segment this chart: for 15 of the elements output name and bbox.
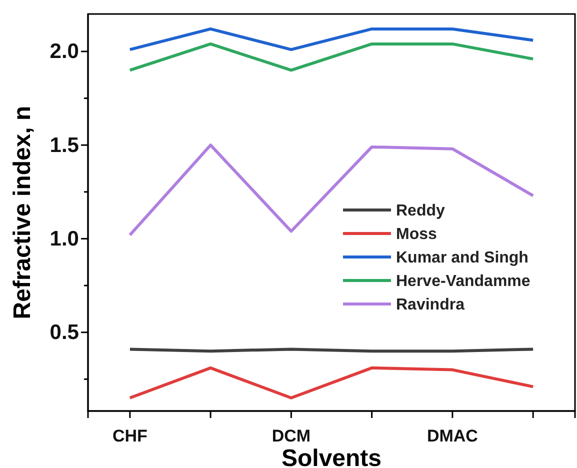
y-tick-label: 1.5 <box>50 134 80 157</box>
x-tick-label: DCM <box>272 426 311 446</box>
legend-label: Moss <box>396 226 437 244</box>
x-tick-label: CHF <box>112 426 148 446</box>
x-tick-label: DMAC <box>426 426 478 446</box>
y-tick-label: 1.0 <box>50 227 79 250</box>
x-axis-title: Solvents <box>281 445 382 468</box>
legend-label: Reddy <box>396 202 445 220</box>
y-tick-label: 2.0 <box>50 40 79 64</box>
y-axis-title: Refractive index, n <box>9 106 36 320</box>
legend-label: Herve-Vandamme <box>396 273 530 290</box>
line-series <box>128 366 535 400</box>
legend-label: Ravindra <box>396 296 465 314</box>
legend-label: Kumar and Singh <box>396 250 528 267</box>
y-tick-label: 0.5 <box>50 321 80 344</box>
